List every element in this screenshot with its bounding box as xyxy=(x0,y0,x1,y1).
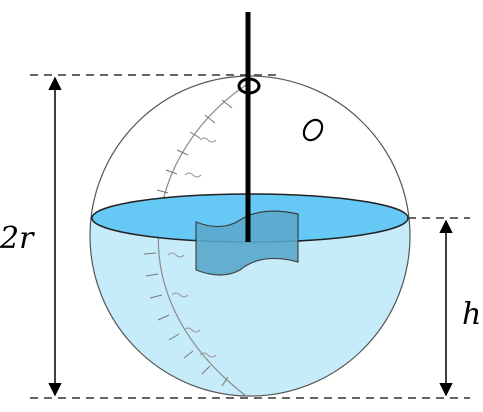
stirrer-paddle xyxy=(195,210,299,276)
sphere-hole xyxy=(302,118,324,142)
stirrer-ring xyxy=(237,77,261,95)
height-label: h xyxy=(462,297,481,332)
diameter-label: 2r xyxy=(0,221,35,256)
